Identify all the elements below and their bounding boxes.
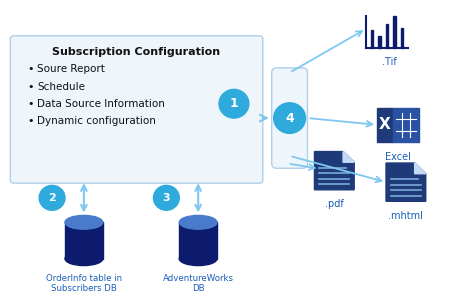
Bar xyxy=(65,222,103,259)
Polygon shape xyxy=(386,163,426,201)
Bar xyxy=(179,222,217,259)
Polygon shape xyxy=(343,151,354,162)
Text: X: X xyxy=(379,117,391,132)
Bar xyxy=(377,108,393,142)
Text: •: • xyxy=(27,81,34,91)
Text: •: • xyxy=(27,116,34,126)
Text: Data Source Information: Data Source Information xyxy=(37,99,165,109)
Text: .mhtml: .mhtml xyxy=(388,211,423,221)
Text: Schedule: Schedule xyxy=(37,81,85,91)
Bar xyxy=(393,16,396,48)
Text: 1: 1 xyxy=(230,97,238,110)
Text: 2: 2 xyxy=(48,193,56,203)
Polygon shape xyxy=(314,151,354,190)
Polygon shape xyxy=(414,163,426,174)
Text: AdventureWorks
DB: AdventureWorks DB xyxy=(163,274,234,293)
Text: Excel: Excel xyxy=(385,151,411,162)
Text: Soure Report: Soure Report xyxy=(37,64,105,74)
Ellipse shape xyxy=(179,215,217,229)
FancyBboxPatch shape xyxy=(272,68,308,168)
Text: Subscription Configuration: Subscription Configuration xyxy=(52,47,221,57)
Text: •: • xyxy=(27,99,34,109)
Bar xyxy=(378,36,381,48)
Circle shape xyxy=(39,185,65,210)
Ellipse shape xyxy=(65,215,103,229)
Bar xyxy=(371,30,373,48)
FancyBboxPatch shape xyxy=(10,36,263,183)
Text: 4: 4 xyxy=(285,112,294,124)
Ellipse shape xyxy=(179,252,217,266)
Text: .Tif: .Tif xyxy=(382,57,396,67)
Text: .pdf: .pdf xyxy=(325,199,344,209)
Text: OrderInfo table in
Subscribers DB: OrderInfo table in Subscribers DB xyxy=(46,274,122,293)
Circle shape xyxy=(219,89,249,118)
Text: 3: 3 xyxy=(162,193,170,203)
Ellipse shape xyxy=(65,252,103,266)
Circle shape xyxy=(153,185,179,210)
Bar xyxy=(400,28,403,48)
Bar xyxy=(393,108,419,142)
Bar xyxy=(386,24,388,48)
Circle shape xyxy=(274,103,305,133)
Text: Dynamic configuration: Dynamic configuration xyxy=(37,116,156,126)
Text: •: • xyxy=(27,64,34,74)
